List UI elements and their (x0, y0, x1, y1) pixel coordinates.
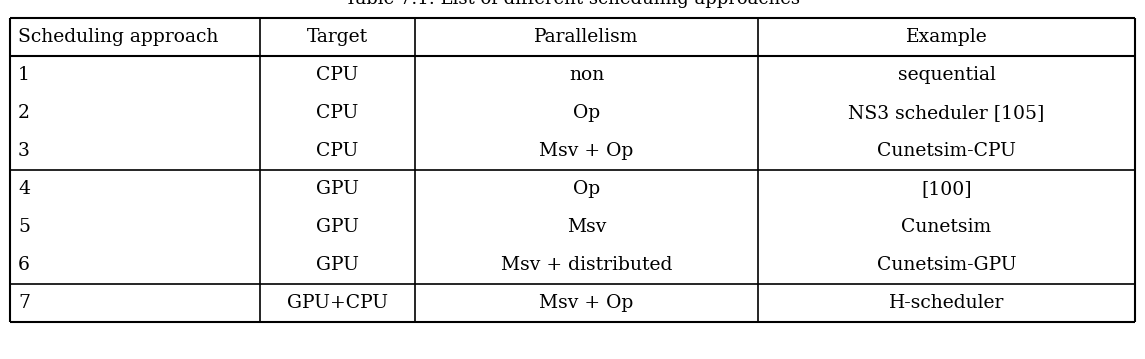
Text: NS3 scheduler [105]: NS3 scheduler [105] (848, 104, 1044, 122)
Text: GPU: GPU (316, 180, 358, 198)
Text: Msv + Op: Msv + Op (539, 142, 633, 160)
Text: 5: 5 (18, 218, 30, 236)
Text: GPU: GPU (316, 218, 358, 236)
Text: Table 7.1: List of different scheduling approaches: Table 7.1: List of different scheduling … (345, 0, 800, 8)
Text: 6: 6 (18, 256, 30, 274)
Text: Cunetsim-CPU: Cunetsim-CPU (877, 142, 1016, 160)
Text: GPU+CPU: GPU+CPU (286, 294, 388, 312)
Text: [100]: [100] (922, 180, 972, 198)
Text: Msv: Msv (567, 218, 606, 236)
Text: H-scheduler: H-scheduler (889, 294, 1004, 312)
Text: non: non (569, 66, 605, 84)
Text: GPU: GPU (316, 256, 358, 274)
Text: Msv + distributed: Msv + distributed (500, 256, 672, 274)
Text: Msv + Op: Msv + Op (539, 294, 633, 312)
Text: 4: 4 (18, 180, 30, 198)
Text: 3: 3 (18, 142, 30, 160)
Text: CPU: CPU (316, 142, 358, 160)
Text: 2: 2 (18, 104, 30, 122)
Text: Scheduling approach: Scheduling approach (18, 28, 219, 46)
Text: Cunetsim-GPU: Cunetsim-GPU (877, 256, 1017, 274)
Text: Example: Example (906, 28, 987, 46)
Text: Target: Target (307, 28, 368, 46)
Text: Op: Op (572, 180, 600, 198)
Text: 7: 7 (18, 294, 30, 312)
Text: 1: 1 (18, 66, 30, 84)
Text: Parallelism: Parallelism (535, 28, 639, 46)
Text: Cunetsim: Cunetsim (901, 218, 992, 236)
Text: CPU: CPU (316, 66, 358, 84)
Text: Op: Op (572, 104, 600, 122)
Text: CPU: CPU (316, 104, 358, 122)
Text: sequential: sequential (898, 66, 995, 84)
